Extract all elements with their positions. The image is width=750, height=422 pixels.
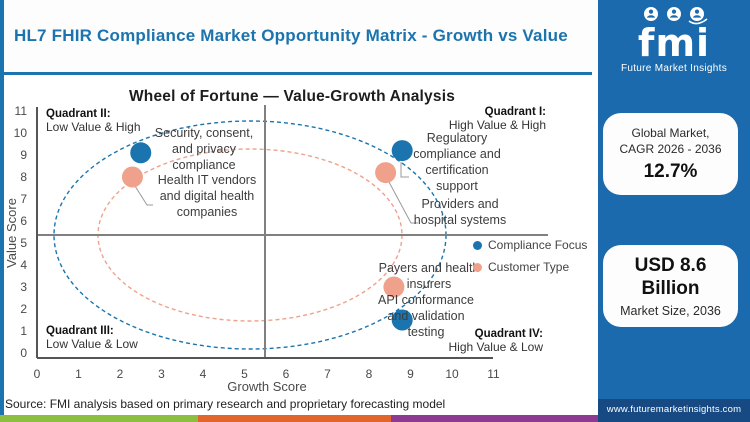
quadrant-label-bottom-left: Quadrant III: Low Value & Low <box>46 325 138 351</box>
x-tick: 7 <box>324 367 331 381</box>
data-point <box>383 276 405 298</box>
x-tick: 11 <box>487 367 500 381</box>
source-note: Source: FMI analysis based on primary re… <box>5 397 446 411</box>
page-title: HL7 FHIR Compliance Market Opportunity M… <box>14 26 568 45</box>
fmi-logo: fmi Future Market Insights <box>598 5 750 74</box>
quadrant-label-top-right: Quadrant I: High Value & High <box>448 106 546 132</box>
stripe-purple <box>391 415 598 422</box>
point-label: Providers and hospital systems <box>413 197 507 227</box>
point-label: Health IT vendors and digital health compa… <box>157 173 257 219</box>
footer-color-stripe <box>0 415 598 422</box>
x-tick: 6 <box>282 367 290 381</box>
label-connector-1 <box>134 185 153 206</box>
website-bar: www.futuremarketinsights.com <box>598 399 750 422</box>
y-tick: 3 <box>20 280 27 294</box>
x-tick: 3 <box>158 367 165 381</box>
sidebar: fmi Future Market Insights Global Market… <box>598 0 750 422</box>
left-accent-strip <box>0 0 4 415</box>
legend-label: Customer Type <box>488 260 570 274</box>
y-tick: 9 <box>20 148 27 162</box>
stripe-orange <box>198 415 391 422</box>
header: HL7 FHIR Compliance Market Opportunity M… <box>4 0 598 72</box>
y-tick: 2 <box>20 302 27 316</box>
y-tick: 0 <box>20 346 27 360</box>
data-point <box>391 140 413 162</box>
data-point <box>121 166 143 188</box>
stat-size-label: Market Size, 2036 <box>620 304 721 318</box>
website-url[interactable]: www.futuremarketinsights.com <box>606 404 742 415</box>
data-point <box>130 142 152 164</box>
legend-label: Compliance Focus <box>488 238 588 252</box>
x-tick: 0 <box>33 367 41 381</box>
chart-title: Wheel of Fortune — Value-Growth Analysis <box>128 88 456 105</box>
x-tick: 4 <box>199 367 207 381</box>
x-tick: 8 <box>365 367 373 381</box>
y-tick: 10 <box>13 126 27 140</box>
legend-dot <box>473 262 482 272</box>
header-divider <box>0 72 592 75</box>
legend-dot <box>473 240 482 250</box>
y-tick: 5 <box>20 236 27 250</box>
stat-card-cagr: Global Market, CAGR 2026 - 2036 12.7% <box>603 113 738 195</box>
y-tick: 8 <box>20 170 27 184</box>
point-label: Regulatory compliance and certification sup… <box>413 131 501 193</box>
stat-size-value-line1: USD 8.6 <box>634 255 707 276</box>
y-tick: 7 <box>20 192 27 206</box>
stat-cagr-line2: CAGR 2026 - 2036 <box>619 141 722 156</box>
chart-canvas <box>36 105 548 359</box>
x-tick: 9 <box>407 367 414 381</box>
stat-card-market-size: USD 8.6 Billion Market Size, 2036 <box>603 245 738 327</box>
x-tick: 1 <box>75 367 82 381</box>
stat-size-value-line2: Billion <box>641 278 700 299</box>
point-label: Security, consent, and privacy compliance <box>154 126 254 172</box>
x-axis-label: Growth Score <box>227 379 307 394</box>
label-connector-2 <box>400 162 409 178</box>
y-tick: 6 <box>20 214 27 228</box>
stat-cagr-value: 12.7% <box>643 160 698 182</box>
quadrant-label-top-left: Quadrant II: Low Value & High <box>46 108 141 134</box>
x-tick: 10 <box>445 367 459 381</box>
label-connector-3 <box>388 181 418 224</box>
logo-text: fmi <box>637 21 711 65</box>
stripe-green <box>0 415 198 422</box>
legend-item: Customer Type <box>473 260 569 274</box>
data-point <box>375 162 397 184</box>
legend-item: Compliance Focus <box>473 238 587 252</box>
y-tick: 11 <box>14 104 27 118</box>
quadrant-label-bottom-right: Quadrant IV: High Value & Low <box>448 328 544 354</box>
x-tick: 2 <box>116 367 124 381</box>
logo-tagline: Future Market Insights <box>620 63 728 74</box>
x-tick: 5 <box>241 367 248 381</box>
logo-globe-icons <box>598 5 750 25</box>
stat-cagr-line1: Global Market, <box>631 125 710 140</box>
y-tick: 1 <box>20 324 27 338</box>
data-point <box>391 309 413 331</box>
y-tick: 4 <box>20 258 27 272</box>
scatter-chart: Wheel of Fortune — Value-Growth Analysis… <box>0 80 598 395</box>
point-label: Payers and health insurers <box>378 261 480 291</box>
point-label: API conformance and validation testing <box>378 293 474 339</box>
